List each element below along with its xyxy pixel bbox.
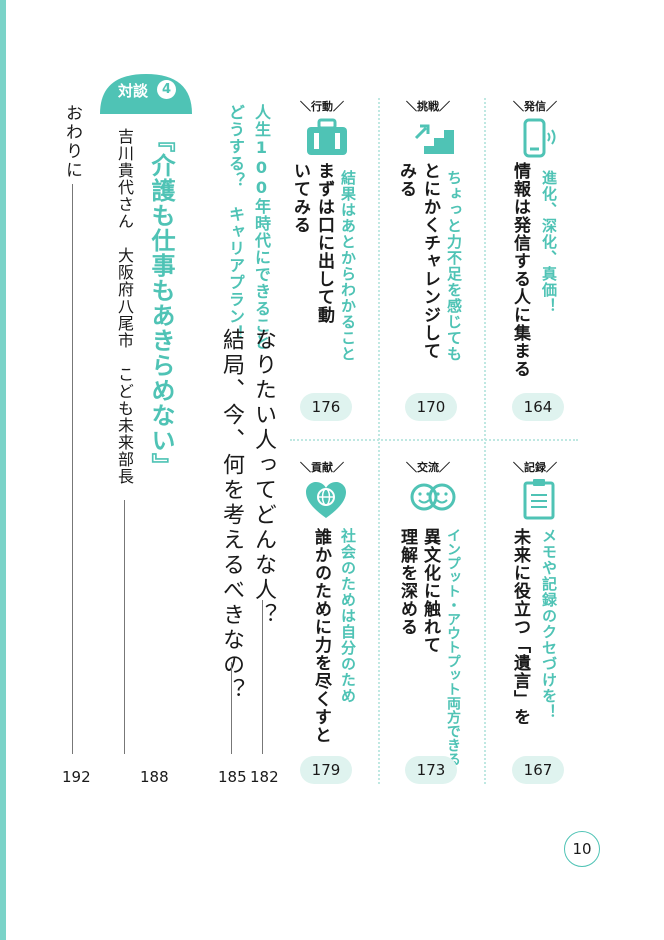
category-label-kiroku: ＼記録／ bbox=[513, 461, 557, 474]
smiley-faces-icon bbox=[410, 483, 456, 511]
leader-line bbox=[262, 600, 263, 754]
left-edge-stripe bbox=[0, 0, 6, 940]
chapter-subtitle: 結果はあとからわかること bbox=[339, 170, 357, 362]
stairs-icon bbox=[414, 124, 454, 154]
leader-line bbox=[231, 662, 232, 754]
section-title-line: なりたい人ってどんな人？ bbox=[251, 328, 276, 628]
ending-title: おわりに bbox=[62, 104, 82, 180]
page-number-pill[interactable]: 167 bbox=[512, 756, 564, 784]
page-number-pill[interactable]: 170 bbox=[405, 393, 457, 421]
taidan-label: 対談 bbox=[118, 82, 149, 100]
taidan-title: 『介護も仕事もあきらめない』 bbox=[147, 128, 175, 478]
page-number-pill[interactable]: 179 bbox=[300, 756, 352, 784]
page-number[interactable]: 192 bbox=[62, 768, 91, 786]
chapter-title: まずは口に出して動いてみる bbox=[290, 162, 334, 324]
leader-line bbox=[124, 500, 125, 754]
divider-line bbox=[290, 439, 578, 441]
chapter-subtitle: ちょっと力不足を感じても bbox=[445, 170, 463, 362]
section-subtitle: 人生100年時代にできること bbox=[252, 104, 271, 351]
chapter-subtitle: インプット・アウトプット両方できる bbox=[445, 528, 461, 766]
folio-page-number: 10 bbox=[564, 831, 600, 867]
category-label-hasshin: ＼発信／ bbox=[513, 100, 557, 113]
globe-heart-icon bbox=[306, 482, 346, 518]
category-label-kouken: ＼貢献／ bbox=[300, 461, 344, 474]
chapter-title: 情報は発信する人に集まる bbox=[510, 162, 530, 378]
chapter-title-line: 理解を深める bbox=[397, 528, 417, 636]
section-title-line: 結局、今、何を考えるべきなの？ bbox=[219, 328, 244, 703]
chapter-subtitle: メモや記録のクセづけを！ bbox=[540, 528, 558, 720]
leader-line bbox=[72, 184, 73, 754]
clipboard-icon bbox=[523, 479, 555, 520]
smartphone-icon bbox=[523, 118, 556, 158]
divider-line bbox=[378, 98, 380, 784]
suitcase-icon bbox=[307, 118, 347, 155]
page-number-pill[interactable]: 173 bbox=[405, 756, 457, 784]
page-number[interactable]: 182 bbox=[250, 768, 279, 786]
page-number-pill[interactable]: 164 bbox=[512, 393, 564, 421]
chapter-title-line: 異文化に触れて bbox=[420, 528, 440, 654]
chapter-title: 未来に役立つ「遺言」を bbox=[510, 528, 530, 726]
chapter-title: とにかくチャレンジしてみる bbox=[396, 162, 440, 360]
chapter-subtitle: 社会のためは自分のため bbox=[339, 528, 357, 704]
page-number[interactable]: 185 bbox=[218, 768, 247, 786]
taidan-guest: 吉川貴代さん 大阪府八尾市 こども未来部長 bbox=[115, 128, 134, 485]
category-label-chosen: ＼挑戦／ bbox=[406, 100, 450, 113]
category-label-koryu: ＼交流／ bbox=[406, 461, 450, 474]
page-number-pill[interactable]: 176 bbox=[300, 393, 352, 421]
category-label-kodo: ＼行動／ bbox=[300, 100, 344, 113]
chapter-subtitle: 進化、深化、真価！ bbox=[540, 170, 558, 314]
section-subtitle: どうする？ キャリアプラン！ bbox=[226, 104, 245, 342]
divider-line bbox=[484, 98, 486, 784]
taidan-number-badge: 4 bbox=[157, 80, 176, 99]
chapter-title: 誰かのために力を尽くすと bbox=[311, 528, 331, 744]
page-number[interactable]: 188 bbox=[140, 768, 169, 786]
